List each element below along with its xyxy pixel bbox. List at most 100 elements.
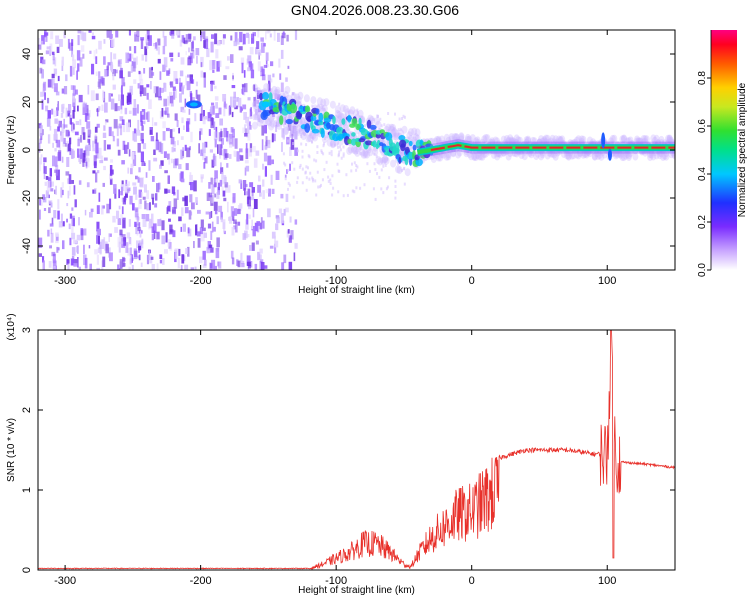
noise-speck (212, 60, 216, 70)
noise-speck (293, 167, 296, 171)
noise-speck (200, 149, 204, 157)
noise-speck (216, 237, 220, 248)
noise-speck (54, 189, 56, 195)
noise-speck (112, 215, 116, 223)
noise-speck (276, 216, 280, 224)
noise-speck (171, 34, 175, 39)
ridge-halo (497, 149, 504, 158)
noise-speck (151, 213, 154, 224)
noise-speck (129, 195, 133, 205)
ridge-halo (583, 150, 590, 159)
noise-speck (97, 81, 100, 87)
noise-speck (237, 97, 242, 108)
ridge-halo (290, 124, 297, 133)
ridge-halo (326, 138, 333, 147)
noise-speck (247, 133, 251, 141)
noise-speck (195, 89, 198, 99)
noise-speck (73, 185, 76, 195)
noise-speck (172, 147, 176, 152)
noise-speck (138, 222, 141, 229)
noise-speck (264, 124, 267, 134)
noise-speck (141, 161, 146, 166)
noise-speck (86, 121, 91, 129)
noise-speck (291, 117, 294, 121)
noise-speck (331, 193, 334, 197)
noise-speck (287, 229, 290, 234)
ridge-halo (586, 136, 593, 145)
noise-speck (100, 205, 104, 215)
noise-speck (122, 197, 126, 205)
ridge-halo (517, 136, 523, 145)
noise-speck (291, 161, 294, 165)
ridge-halo (251, 100, 258, 109)
noise-speck (139, 81, 142, 85)
noise-speck (39, 161, 41, 172)
ridge-halo (445, 136, 452, 145)
ridge-halo (362, 150, 369, 159)
noise-speck (57, 126, 60, 132)
noise-speck (242, 104, 247, 110)
noise-speck (49, 223, 54, 227)
ridge-blob (376, 139, 381, 148)
noise-speck (187, 227, 190, 234)
ridge-halo (435, 153, 442, 162)
ridge-blob (412, 144, 417, 151)
noise-speck (40, 199, 43, 206)
ridge-halo (621, 135, 627, 144)
noise-speck (193, 36, 196, 41)
noise-speck (271, 188, 275, 194)
noise-speck (42, 87, 46, 97)
noise-speck (271, 231, 276, 239)
noise-speck (202, 264, 207, 268)
noise-speck (215, 113, 220, 118)
noise-speck (213, 121, 216, 131)
noise-speck (165, 232, 168, 243)
noise-speck (217, 186, 220, 195)
noise-speck (154, 122, 158, 126)
noise-speck (122, 140, 126, 151)
noise-speck (191, 97, 195, 102)
ridge-halo (271, 85, 278, 94)
noise-speck (199, 128, 203, 135)
noise-speck (158, 96, 162, 101)
noise-speck (86, 158, 90, 162)
noise-speck (279, 73, 282, 80)
ridge-halo (408, 128, 414, 137)
noise-speck (44, 92, 46, 100)
ridge-blob (358, 117, 362, 126)
noise-speck (86, 113, 90, 120)
noise-speck (50, 202, 53, 208)
noise-speck (124, 183, 129, 194)
noise-speck (95, 150, 99, 159)
noise-speck (173, 198, 178, 209)
noise-speck (103, 237, 106, 244)
ridge-halo (482, 149, 489, 158)
noise-speck (299, 163, 302, 167)
noise-speck (208, 182, 211, 189)
noise-speck (219, 118, 223, 126)
noise-speck (167, 113, 170, 118)
noise-speck (359, 152, 362, 155)
noise-speck (92, 140, 95, 148)
noise-speck (80, 45, 85, 52)
ridge-halo (544, 134, 551, 143)
noise-speck (382, 164, 385, 168)
ridge-halo (338, 112, 344, 121)
noise-speck (120, 67, 123, 79)
noise-speck (74, 199, 77, 208)
noise-speck (316, 170, 319, 174)
noise-speck (53, 110, 57, 117)
noise-speck (237, 208, 241, 215)
noise-speck (213, 201, 218, 211)
noise-speck (170, 58, 174, 62)
noise-speck (86, 104, 89, 116)
noise-speck (181, 35, 185, 43)
noise-speck (54, 83, 58, 93)
ridge-halo (336, 111, 343, 119)
ridge-halo (552, 135, 559, 144)
noise-speck (65, 107, 68, 118)
noise-speck (338, 102, 341, 106)
noise-speck (166, 70, 170, 76)
noise-speck (202, 142, 206, 154)
noise-speck (111, 93, 113, 97)
